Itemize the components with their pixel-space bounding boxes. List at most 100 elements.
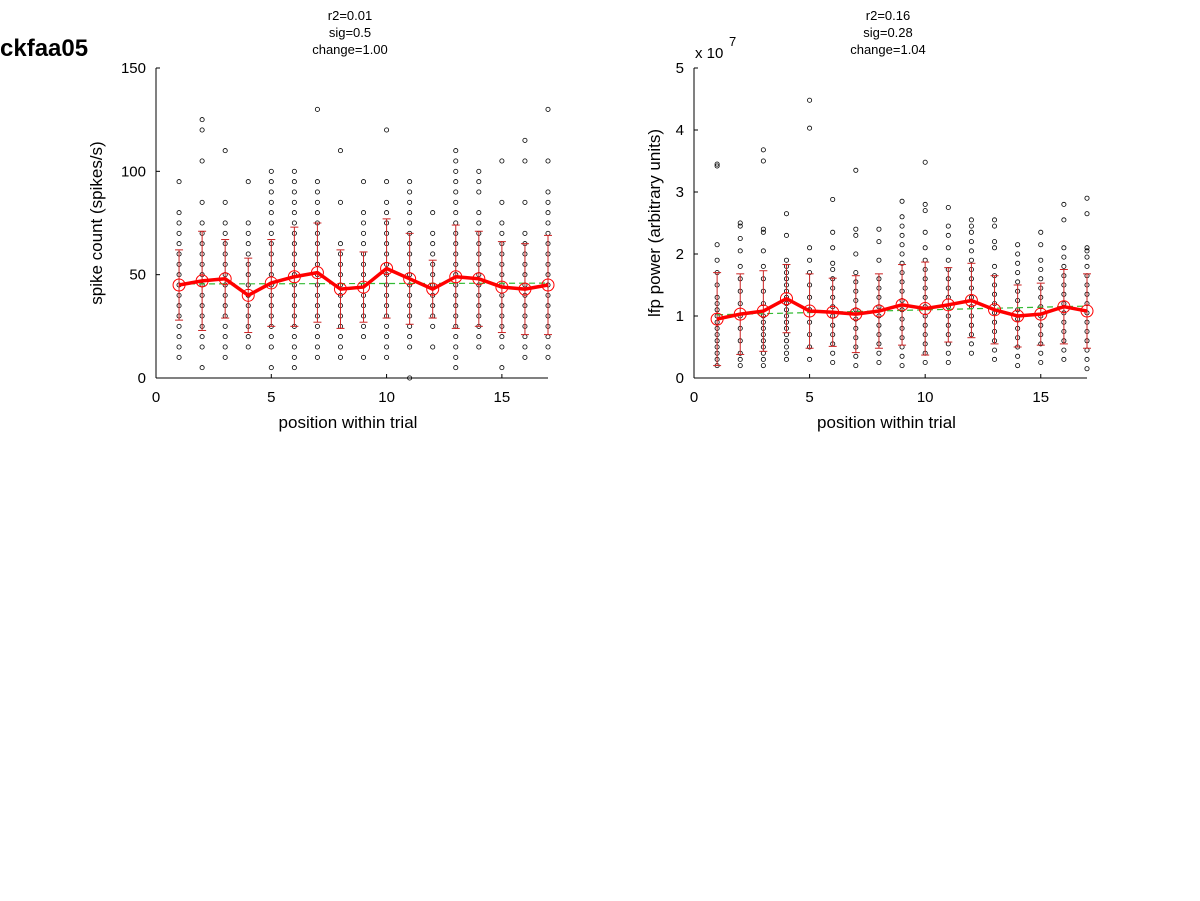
- stats-annotation-line: r2=0.01: [328, 8, 372, 23]
- scatter-point: [737, 263, 743, 269]
- scatter-point: [545, 334, 551, 340]
- scatter-point: [268, 189, 274, 195]
- scatter-point: [291, 344, 297, 350]
- mean-marker: [449, 270, 463, 284]
- scatter-point: [476, 179, 482, 185]
- scatter-point: [945, 204, 951, 210]
- scatter-point: [199, 158, 205, 164]
- scatter-point: [222, 230, 228, 236]
- scatter-point: [853, 251, 859, 257]
- scatter-point: [876, 359, 882, 365]
- scatter-point: [430, 241, 436, 247]
- scatter-point: [199, 117, 205, 123]
- scatter-point: [1038, 266, 1044, 272]
- scatter-point: [291, 365, 297, 371]
- scatter-point: [1061, 217, 1067, 223]
- scatter-point: [807, 97, 813, 103]
- mean-marker: [472, 272, 486, 286]
- scatter-point: [737, 235, 743, 241]
- mean-marker: [872, 304, 886, 318]
- scatter-point: [992, 223, 998, 229]
- mean-marker: [964, 294, 978, 307]
- scatter-point: [291, 354, 297, 360]
- scatter-point: [1015, 260, 1021, 266]
- scatter-point: [945, 232, 951, 238]
- scatter-point: [268, 220, 274, 226]
- scatter-point: [199, 220, 205, 226]
- y-tick-label: 1: [676, 308, 684, 325]
- mean-marker: [264, 276, 278, 290]
- scatter-point: [453, 334, 459, 340]
- scatter-point: [407, 189, 413, 195]
- x-axis-label: position within trial: [817, 413, 956, 432]
- scatter-point: [476, 168, 482, 174]
- scatter-point: [783, 257, 789, 263]
- scatter-point: [199, 127, 205, 133]
- scatter-point: [522, 354, 528, 360]
- scatter-point: [499, 230, 505, 236]
- scatter-point: [714, 242, 720, 248]
- scatter-point: [807, 356, 813, 362]
- mean-marker: [172, 278, 186, 292]
- scatter-point: [1061, 356, 1067, 362]
- scatter-point: [853, 167, 859, 173]
- scatter-point: [314, 334, 320, 340]
- scatter-point: [522, 344, 528, 350]
- scatter-point: [453, 344, 459, 350]
- mean-marker: [941, 298, 955, 312]
- scatter-point: [922, 359, 928, 365]
- scatter-point: [876, 257, 882, 263]
- scatter-point: [361, 179, 367, 185]
- scatter-point: [1038, 359, 1044, 365]
- scatter-point: [291, 199, 297, 205]
- scatter-point: [714, 163, 720, 169]
- mean-marker: [541, 278, 555, 292]
- scatter-point: [430, 251, 436, 257]
- scatter-point: [1038, 242, 1044, 248]
- mean-marker: [1011, 309, 1025, 323]
- y-exponent-power: 7: [729, 34, 736, 49]
- scatter-point: [476, 334, 482, 340]
- mean-marker: [518, 282, 532, 296]
- scatter-point: [945, 359, 951, 365]
- scatter-point: [545, 230, 551, 236]
- scatter-point: [199, 334, 205, 340]
- scatter-point: [830, 229, 836, 235]
- scatter-point: [199, 199, 205, 205]
- scatter-point: [245, 251, 251, 257]
- scatter-point: [783, 350, 789, 356]
- scatter-point: [314, 189, 320, 195]
- scatter-point: [876, 239, 882, 245]
- stats-annotation-line: sig=0.28: [863, 25, 913, 40]
- scatter-point: [499, 199, 505, 205]
- mean-marker: [756, 304, 770, 318]
- scatter-point: [176, 179, 182, 185]
- scatter-point: [968, 229, 974, 235]
- scatter-point: [922, 208, 928, 214]
- scatter-point: [545, 158, 551, 164]
- scatter-point: [176, 344, 182, 350]
- scatter-point: [222, 334, 228, 340]
- scatter-point: [1015, 251, 1021, 257]
- scatter-point: [268, 344, 274, 350]
- scatter-point: [453, 354, 459, 360]
- scatter-point: [968, 217, 974, 223]
- scatter-point: [361, 241, 367, 247]
- mean-marker: [779, 292, 793, 306]
- scatter-point: [222, 148, 228, 154]
- mean-marker: [380, 261, 394, 275]
- scatter-point: [737, 363, 743, 369]
- scatter-point: [992, 347, 998, 353]
- scatter-point: [499, 220, 505, 226]
- scatter-point: [245, 241, 251, 247]
- scatter-point: [291, 220, 297, 226]
- scatter-point: [899, 353, 905, 359]
- scatter-point: [384, 179, 390, 185]
- scatter-point: [337, 354, 343, 360]
- scatter-point: [245, 220, 251, 226]
- scatter-point: [853, 353, 859, 359]
- scatter-point: [314, 199, 320, 205]
- scatter-point: [830, 260, 836, 266]
- scatter-point: [737, 356, 743, 362]
- scatter-point: [222, 323, 228, 329]
